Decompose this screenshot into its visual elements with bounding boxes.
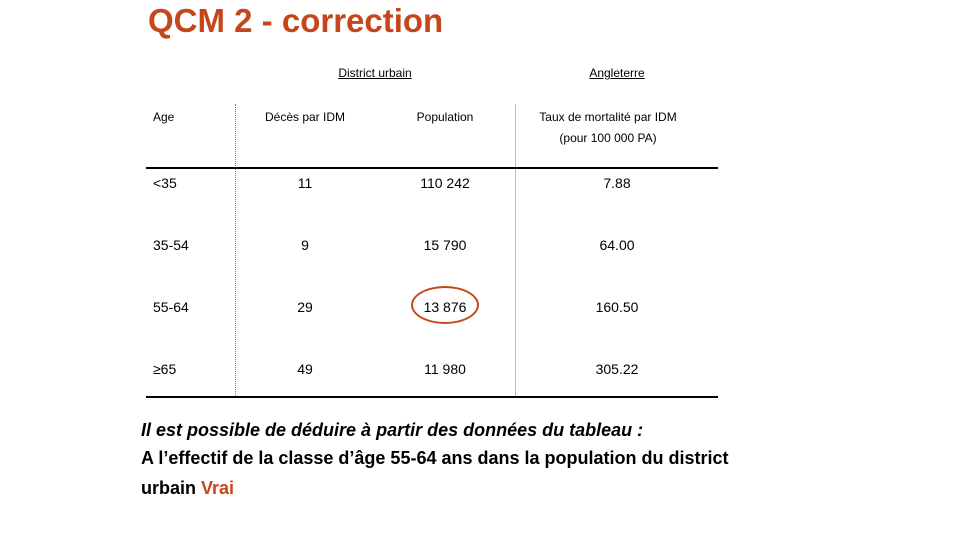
cell-deaths: 11 (297, 175, 313, 191)
column-header-rate-line1: Taux de mortalité par IDM (539, 110, 677, 124)
column-header-age: Age (153, 110, 175, 124)
cell-population: 15 790 (423, 237, 467, 253)
cell-age: ≥65 (153, 361, 177, 377)
answer-label: Vrai (201, 478, 235, 498)
question-intro: Il est possible de déduire à partir des … (141, 420, 644, 440)
cell-deaths: 9 (301, 237, 309, 253)
column-header-deaths: Décès par IDM (264, 110, 346, 124)
cell-age: 35-54 (153, 237, 189, 253)
cell-rate: 160.50 (595, 299, 639, 315)
column-header-rate-line2: (pour 100 000 PA) (559, 131, 657, 145)
cell-population: 110 242 (420, 175, 470, 191)
column-header-population: Population (416, 110, 474, 124)
cell-age: 55-64 (153, 299, 189, 315)
cell-deaths: 29 (297, 299, 313, 315)
question-statement-line1: A l’effectif de la classe d’âge 55-64 an… (141, 448, 729, 468)
question-statement-line2: urbain Vrai (141, 478, 234, 499)
cell-rate: 64.00 (599, 237, 635, 253)
bottom-rule (146, 396, 718, 398)
page-title: QCM 2 - correction (148, 2, 444, 39)
cell-population: 11 980 (424, 361, 466, 377)
header-rule (146, 167, 718, 169)
group-header-district: District urbain (338, 66, 412, 80)
cell-rate: 305.22 (595, 361, 639, 377)
cell-deaths: 49 (297, 361, 313, 377)
question-statement-end: urbain (141, 478, 197, 498)
cell-age: <35 (153, 175, 177, 191)
column-divider-dotted (235, 104, 236, 396)
group-header-england: Angleterre (589, 66, 645, 80)
column-header-rate: Taux de mortalité par IDM (pour 100 000 … (539, 107, 676, 149)
highlight-circle (411, 286, 479, 324)
cell-rate: 7.88 (603, 175, 631, 191)
column-divider-solid (515, 104, 516, 396)
